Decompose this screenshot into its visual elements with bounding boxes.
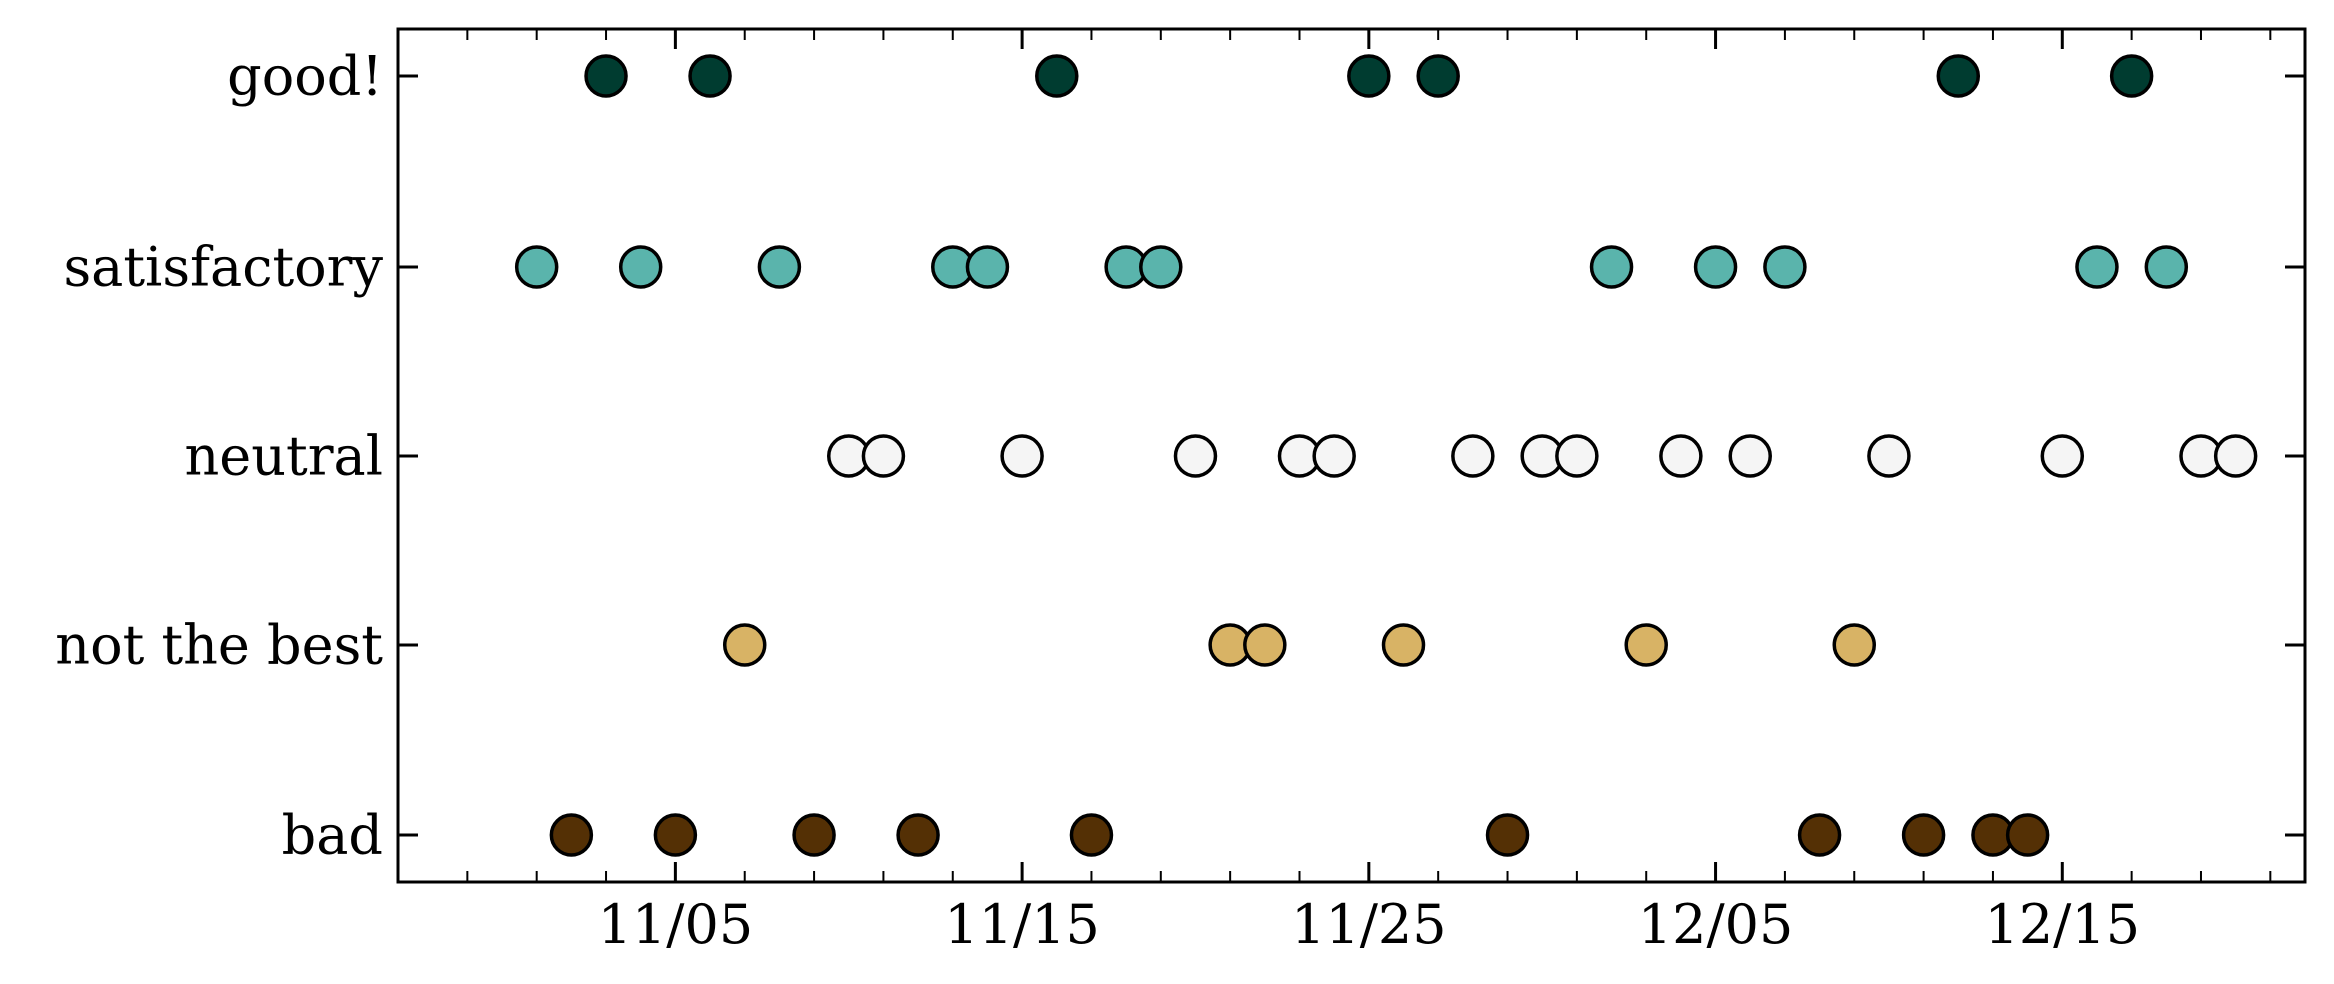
data-point: [1416, 54, 1460, 98]
data-point: [792, 813, 836, 857]
data-point: [1867, 434, 1911, 478]
data-point: [1381, 623, 1426, 667]
data-point: [2109, 54, 2154, 98]
data-point: [1901, 813, 1946, 857]
data-point: [1035, 54, 1079, 98]
data-point: [653, 813, 698, 857]
data-point: [688, 54, 732, 98]
data-point: [965, 245, 1010, 289]
data-point: [722, 623, 767, 667]
x-tick-label: 12/15: [1984, 893, 2140, 956]
data-point: [549, 813, 594, 857]
data-point: [861, 434, 906, 478]
y-tick-label: neutral: [185, 425, 384, 488]
data-point: [2144, 245, 2189, 289]
data-point: [1347, 54, 1391, 98]
data-point: [896, 813, 940, 857]
data-point: [2075, 245, 2119, 289]
y-tick-label: good!: [227, 45, 383, 108]
data-point: [1555, 434, 1599, 478]
data-point: [1451, 434, 1495, 478]
y-tick-label: bad: [282, 804, 383, 867]
y-tick-label: satisfactory: [63, 236, 383, 299]
x-tick-label: 11/25: [1291, 893, 1447, 956]
data-point: [1797, 813, 1842, 857]
data-point: [1069, 813, 1114, 857]
data-points: [514, 54, 2258, 857]
x-tick-label: 12/05: [1638, 893, 1794, 956]
plot-frame: [396, 27, 2307, 884]
axis-tick-labels: 11/05 11/15 11/25 12/05 12/15 bad not the best…: [55, 45, 2140, 957]
x-tick-label: 11/05: [598, 893, 754, 956]
data-point: [584, 54, 628, 98]
data-point: [2040, 434, 2085, 478]
data-point: [1832, 623, 1877, 667]
data-point: [2213, 434, 2258, 478]
data-point: [1485, 813, 1530, 857]
data-point: [1763, 245, 1807, 289]
data-point: [1624, 623, 1668, 667]
x-tick-label: 11/15: [944, 893, 1100, 956]
y-tick-label: not the best: [55, 614, 383, 677]
data-point: [1000, 434, 1044, 478]
data-point: [1693, 245, 1738, 289]
data-point: [1312, 434, 1356, 478]
data-point: [757, 245, 802, 289]
data-point: [618, 245, 663, 289]
data-point: [1728, 434, 1772, 478]
data-point: [1243, 623, 1287, 667]
data-point: [1589, 245, 1634, 289]
data-point: [1659, 434, 1703, 478]
axis-ticks: [397, 29, 2305, 882]
data-point: [1139, 245, 1183, 289]
data-point: [1173, 434, 1218, 478]
data-point: [1936, 54, 1981, 98]
data-point: [514, 245, 559, 289]
data-point: [2005, 813, 2050, 857]
